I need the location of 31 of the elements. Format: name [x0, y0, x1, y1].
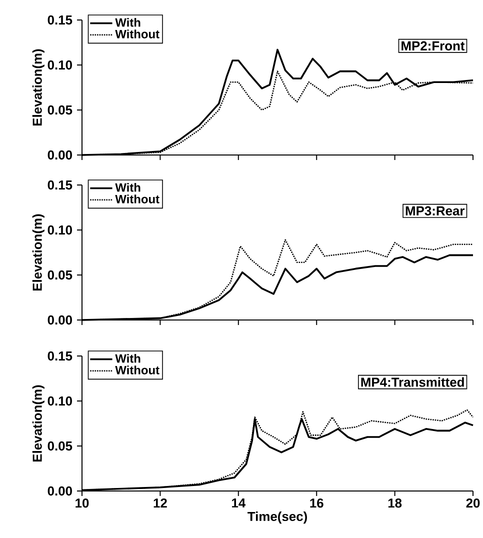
y-tick-label: 0.05	[48, 441, 72, 451]
annotation: MP2:Front	[402, 41, 465, 50]
y-axis-title: Elevation(m)	[32, 214, 44, 290]
legend-label: With	[115, 18, 140, 27]
y-tick-label: 0.05	[48, 270, 72, 280]
y-axis-title: Elevation(m)	[32, 385, 44, 462]
x-tick-label: 20	[466, 498, 480, 508]
y-tick-label: 0.15	[48, 15, 72, 25]
y-tick-label: 0.05	[48, 105, 72, 115]
legend-label: With	[115, 182, 140, 192]
legend-label: Without	[115, 366, 160, 374]
annotation: MP3:Rear	[406, 206, 465, 216]
x-tick-label: 10	[76, 498, 89, 508]
x-tick-label: 18	[388, 498, 402, 508]
x-tick-label: 14	[232, 498, 246, 508]
x-tick-label: 12	[154, 498, 167, 508]
y-tick-label: 0.00	[48, 486, 72, 496]
legend-label: Without	[115, 194, 160, 204]
y-tick-label: 0.10	[48, 396, 72, 406]
legend-label: Without	[115, 30, 160, 38]
y-tick-label: 0.10	[48, 60, 72, 70]
y-tick-label: 0.15	[48, 351, 72, 361]
x-tick-label: 16	[310, 498, 324, 508]
y-tick-label: 0.10	[48, 225, 72, 235]
y-tick-label: 0.00	[48, 315, 72, 325]
y-tick-label: 0.15	[48, 180, 72, 190]
y-tick-label: 0.00	[48, 150, 72, 160]
x-axis-title: Time(sec)	[248, 512, 307, 524]
legend-label: With	[115, 354, 140, 363]
annotation: MP4:Transmitted	[361, 377, 464, 387]
y-axis-title: Elevation(m)	[32, 49, 44, 126]
